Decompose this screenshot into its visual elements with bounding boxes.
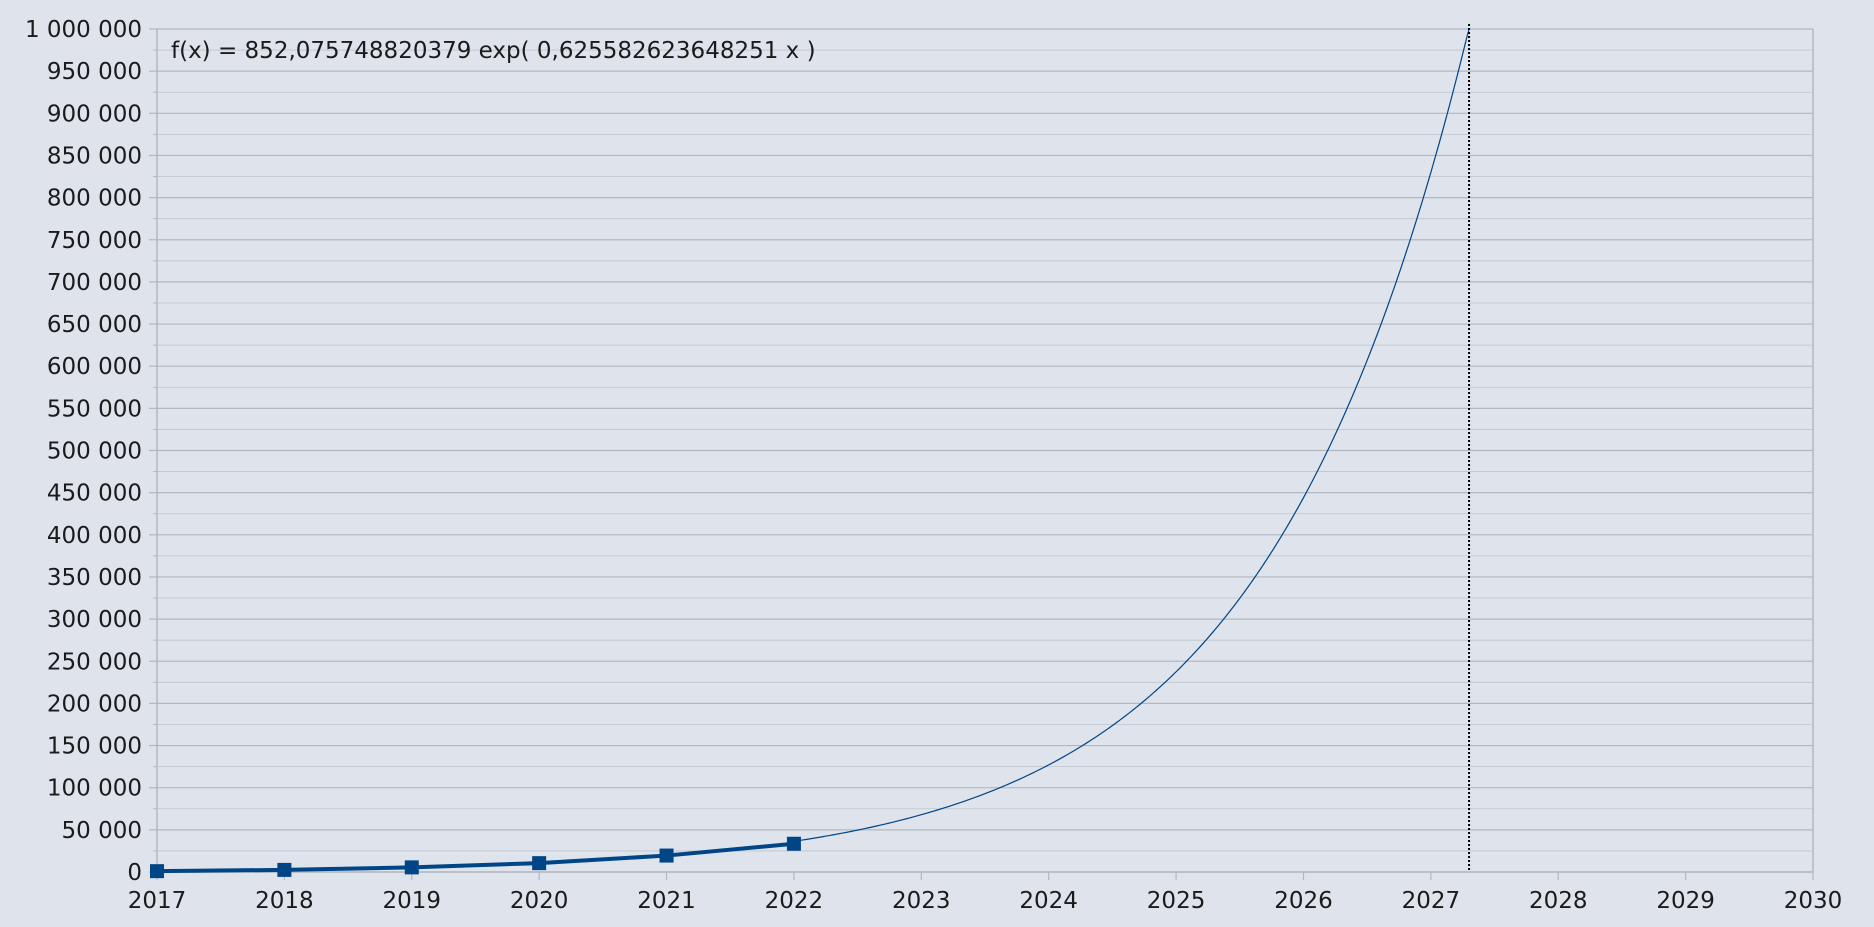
y-tick-label: 450 000 <box>47 481 142 507</box>
x-tick-label: 2020 <box>510 888 569 914</box>
x-tick-label: 2028 <box>1529 888 1588 914</box>
y-tick-label: 400 000 <box>47 523 142 549</box>
y-tick-label: 200 000 <box>47 691 142 717</box>
trendline-equation: f(x) = 852,075748820379 exp( 0,625582623… <box>171 38 816 64</box>
data-point <box>786 836 801 851</box>
y-tick-label: 800 000 <box>47 186 142 212</box>
data-point <box>532 856 547 871</box>
y-tick-label: 300 000 <box>47 607 142 633</box>
y-tick-labels: 0 50 000 100 000 150 000 200 000 250 000 300 0… <box>25 17 142 886</box>
y-tick-label: 550 000 <box>47 396 142 422</box>
y-tick-label: 850 000 <box>47 143 142 169</box>
x-tick-label: 2019 <box>382 888 441 914</box>
data-point <box>659 848 674 863</box>
x-tick-label: 2027 <box>1402 888 1461 914</box>
x-tick-label: 2026 <box>1274 888 1333 914</box>
y-tick-label: 150 000 <box>47 734 142 760</box>
y-tick-label: 0 <box>127 860 142 886</box>
x-tick-label: 2024 <box>1019 888 1078 914</box>
trendline <box>793 28 1470 842</box>
y-tick-label: 250 000 <box>47 649 142 675</box>
x-tick-label: 2023 <box>892 888 951 914</box>
y-tick-label: 950 000 <box>47 59 142 85</box>
x-tick-label: 2022 <box>765 888 824 914</box>
y-tick-label: 500 000 <box>47 439 142 465</box>
y-tick-label: 1 000 000 <box>25 17 142 43</box>
x-tick-label: 2021 <box>637 888 696 914</box>
y-tick-label: 750 000 <box>47 228 142 254</box>
y-tick-label: 650 000 <box>47 312 142 338</box>
x-tick-label: 2029 <box>1656 888 1715 914</box>
x-tick-label: 2018 <box>255 888 314 914</box>
series-line <box>156 841 795 874</box>
x-tick-labels: 2017 2018 2019 2020 2021 2022 2023 2024 2025 2026… <box>128 888 1843 914</box>
data-point <box>404 860 419 875</box>
x-tick-label: 2017 <box>128 888 187 914</box>
y-tick-label: 900 000 <box>47 101 142 127</box>
x-tick-label: 2030 <box>1784 888 1843 914</box>
x-tick-label: 2025 <box>1147 888 1206 914</box>
y-tick-label: 100 000 <box>47 776 142 802</box>
y-tick-label: 350 000 <box>47 565 142 591</box>
y-tick-label: 700 000 <box>47 270 142 296</box>
data-point <box>277 862 292 877</box>
axes <box>149 28 1814 880</box>
data-point <box>150 864 164 879</box>
y-tick-label: 600 000 <box>47 354 142 380</box>
y-tick-label: 50 000 <box>62 818 142 844</box>
gridlines <box>157 28 1813 873</box>
series-marks <box>150 24 1471 879</box>
